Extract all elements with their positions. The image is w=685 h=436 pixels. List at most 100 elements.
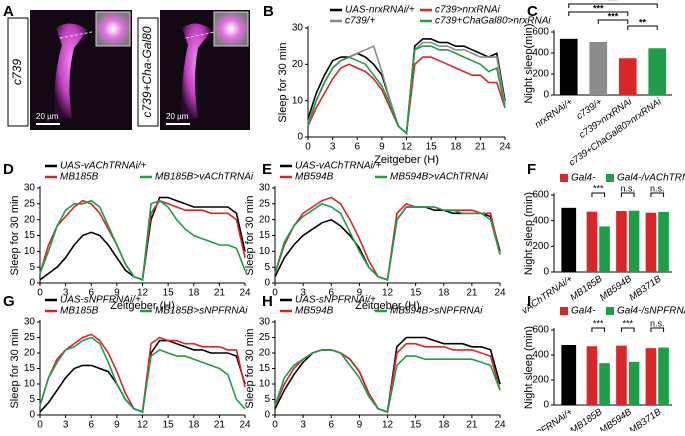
y-tick-label: 0 [264, 278, 270, 289]
x-tick-label: 6 [328, 420, 334, 431]
x-tick-label: MB371B [627, 406, 664, 431]
sig-bracket [650, 327, 665, 332]
panel-a: A c739 20 µm c739+Cha-Gal80 20 µm [3, 3, 250, 130]
x-tick-label: 3 [300, 420, 306, 431]
panel-letter: H [262, 293, 273, 310]
y-axis-label: Night sleep (min) [523, 326, 535, 409]
y-axis-label: Sleep for 30 min [244, 195, 256, 275]
legend-label: MB185B [60, 172, 99, 183]
legend-swatch [560, 307, 568, 315]
series-line [274, 336, 501, 413]
series-line [274, 206, 501, 281]
y-tick-label: 25 [24, 332, 36, 343]
bar [648, 48, 667, 95]
legend-label: Gal4-/sNPFRNAi [617, 306, 685, 317]
x-tick-label: 12 [401, 142, 413, 153]
sig-label: n.s. [620, 183, 635, 193]
legend-label: UAS-vAChTRNAi/+ [295, 161, 382, 172]
x-tick-label: MB185B [568, 273, 605, 303]
legend-label: MB594B>sNPFRNAi [390, 306, 483, 317]
y-tick-label: 10 [259, 246, 271, 257]
y-tick-label: 30 [259, 183, 271, 194]
bar [645, 348, 657, 405]
y-tick-label: 10 [259, 379, 271, 390]
legend-label: UAS-vAChTRNAi/+ [60, 161, 147, 172]
y-tick-label: 0 [264, 410, 270, 421]
legend-swatch [606, 174, 614, 182]
panel-letter: A [3, 3, 14, 20]
x-tick-label: 18 [188, 420, 200, 431]
x-tick-label: 3 [300, 288, 306, 299]
sig-bracket [568, 11, 629, 16]
inset [95, 11, 131, 47]
x-tick-label: 9 [114, 288, 120, 299]
series-line [274, 196, 501, 281]
x-tick-label: MB594B [598, 273, 635, 303]
sig-label: *** [593, 3, 604, 13]
x-tick-label: 6 [328, 288, 334, 299]
x-tick-label: 15 [426, 142, 438, 153]
y-tick-label: 30 [24, 317, 36, 328]
bar [618, 58, 637, 95]
x-tick-label: 21 [466, 288, 478, 299]
bar [586, 346, 598, 405]
y-tick-label: 0 [543, 400, 549, 411]
y-tick-label: 30 [292, 23, 304, 34]
y-tick-label: 200 [532, 69, 549, 80]
panel-letter: I [527, 293, 531, 310]
x-tick-label: 24 [239, 420, 251, 431]
legend-label: c739/+ [345, 16, 375, 27]
sig-label: ** [639, 17, 647, 27]
legend-swatch [606, 307, 614, 315]
x-axis-label: Zeitgeber (H) [355, 300, 420, 312]
panel-letter: F [527, 161, 536, 178]
sig-label: n.s. [650, 183, 665, 193]
x-tick-label: 12 [137, 288, 149, 299]
x-tick-label: 9 [357, 420, 363, 431]
y-tick-label: 25 [259, 332, 271, 343]
y-axis-label: Sleep for 30 min [244, 328, 256, 408]
legend-label: Gal4- [571, 173, 596, 184]
series-line [307, 41, 506, 136]
x-tick-label: 0 [305, 142, 311, 153]
x-tick-label: 18 [450, 142, 462, 153]
bar [586, 211, 598, 272]
label-box [137, 17, 159, 127]
x-tick-label: 12 [382, 288, 394, 299]
x-tick-label: 21 [214, 420, 226, 431]
y-tick-label: 15 [259, 230, 271, 241]
y-tick-label: 30 [24, 183, 36, 194]
x-tick-label: 3 [330, 142, 336, 153]
sig-label: *** [593, 183, 604, 193]
x-tick-label: 3 [63, 420, 69, 431]
y-tick-label: 5 [264, 262, 270, 273]
y-tick-label: 15 [259, 363, 271, 374]
x-tick-label: 18 [438, 420, 450, 431]
sig-label: *** [608, 0, 619, 5]
x-tick-label: 24 [499, 142, 511, 153]
panel-letter: D [3, 161, 14, 178]
x-axis-label: Zeitgeber (H) [110, 300, 175, 312]
image-label: c739 [10, 59, 24, 85]
image-label: c739+Cha-Gal80 [140, 26, 154, 117]
legend-label: MB594B [295, 172, 334, 183]
y-tick-label: 25 [259, 198, 271, 209]
bar [599, 363, 610, 405]
dash-line [59, 31, 93, 39]
series-line [39, 199, 246, 281]
bar [561, 207, 577, 272]
panel-letter: B [263, 3, 274, 20]
sig-bracket [627, 25, 658, 30]
x-tick-label: 0 [37, 420, 43, 431]
x-tick-label: 0 [272, 288, 278, 299]
x-tick-label: 15 [163, 288, 175, 299]
legend-label: MB185B>vAChTRNAi [155, 172, 254, 183]
y-tick-label: 200 [532, 241, 549, 252]
y-tick-label: 5 [264, 394, 270, 405]
y-tick-label: 10 [292, 95, 304, 106]
x-tick-label: 12 [382, 420, 394, 431]
y-tick-label: 10 [24, 379, 36, 390]
y-axis-label: Night sleep(min) [523, 23, 535, 103]
x-tick-label: 15 [163, 420, 175, 431]
